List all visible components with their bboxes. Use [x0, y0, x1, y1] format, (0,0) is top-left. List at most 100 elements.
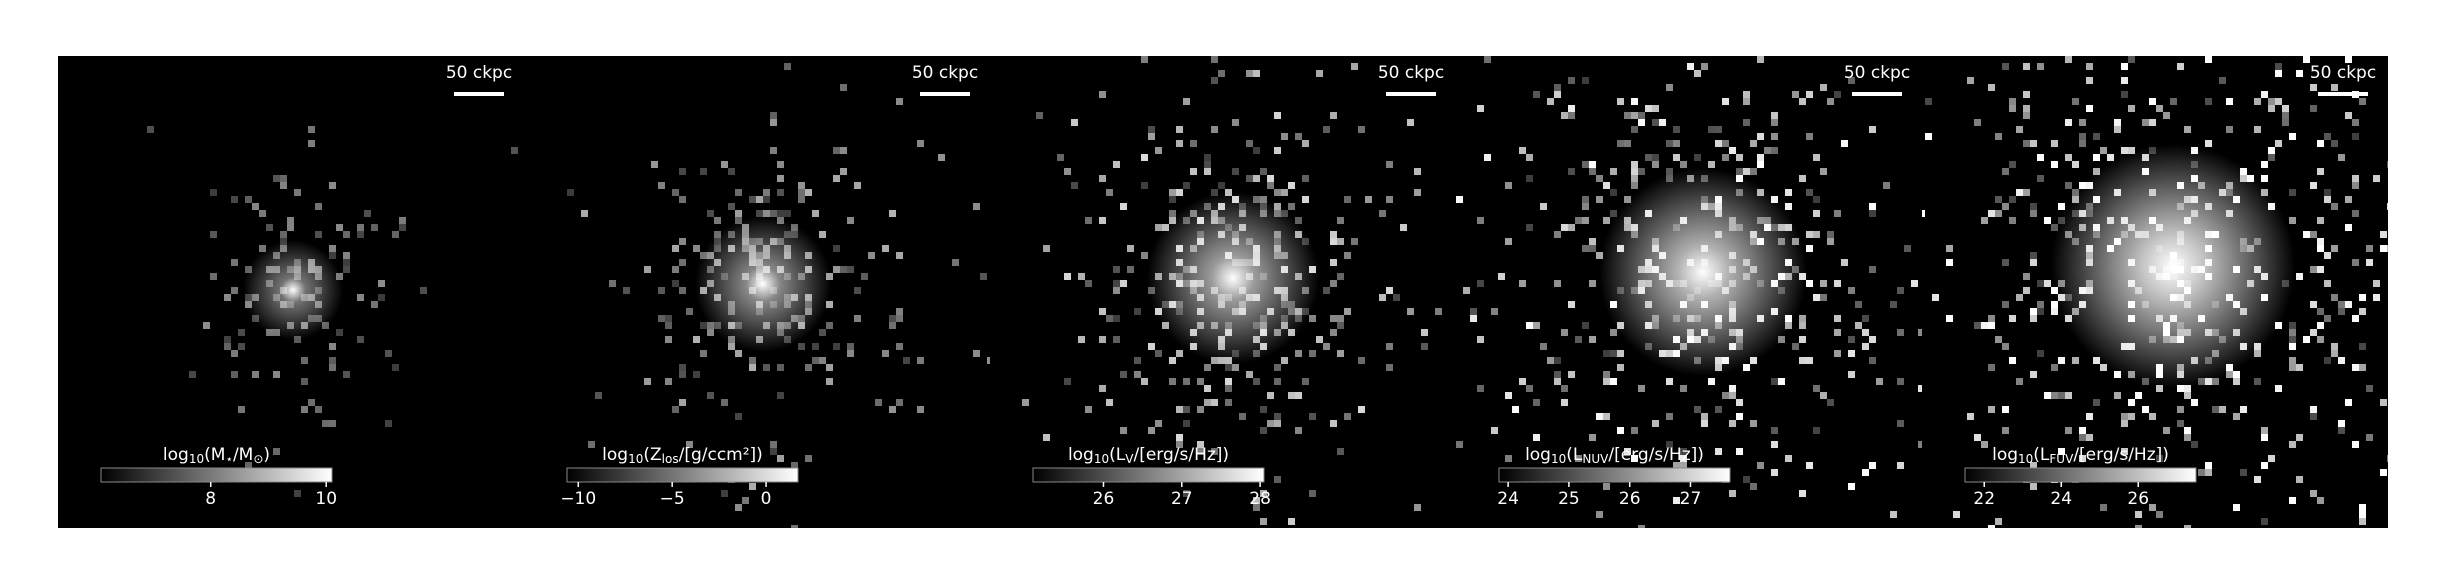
pixel	[231, 259, 238, 266]
pixel	[1526, 154, 1533, 161]
pixel	[1596, 511, 1603, 518]
pixel	[1309, 490, 1316, 497]
pixel	[679, 168, 686, 175]
label-part: (M	[204, 445, 225, 465]
pixel	[189, 371, 196, 378]
pixel	[1673, 497, 1680, 504]
pixel	[1743, 168, 1750, 175]
pixel	[1512, 406, 1519, 413]
pixel	[1260, 406, 1267, 413]
pixel	[2233, 378, 2240, 385]
pixel	[2317, 238, 2324, 245]
pixel	[1246, 140, 1253, 147]
pixel	[1589, 238, 1596, 245]
pixel	[210, 189, 217, 196]
pixel	[1386, 364, 1393, 371]
pixel	[1351, 63, 1358, 70]
pixel	[343, 231, 350, 238]
pixel	[2359, 364, 2366, 371]
pixel	[1603, 182, 1610, 189]
pixel	[1414, 189, 1421, 196]
pixel	[2002, 343, 2009, 350]
label-part: /[erg/s/Hz])	[2073, 445, 2169, 465]
pixel	[2359, 504, 2366, 511]
pixel	[1225, 385, 1232, 392]
label-part: NUV	[1582, 452, 1609, 466]
pixel	[343, 266, 350, 273]
pixel	[896, 252, 903, 259]
pixel	[1190, 168, 1197, 175]
pixel	[1799, 490, 1806, 497]
pixel	[2338, 420, 2345, 427]
pixel	[917, 357, 924, 364]
pixel	[1302, 196, 1309, 203]
pixel	[2198, 35, 2205, 42]
pixel	[1554, 357, 1561, 364]
pixel	[1771, 147, 1778, 154]
pixel	[329, 364, 336, 371]
pixel	[1666, 168, 1673, 175]
pixel	[1554, 91, 1561, 98]
pixel	[2240, 469, 2247, 476]
pixel	[224, 343, 231, 350]
pixel	[763, 189, 770, 196]
pixel	[1687, 63, 1694, 70]
pixel	[2289, 343, 2296, 350]
pixel	[1715, 406, 1722, 413]
pixel	[1561, 329, 1568, 336]
pixel	[287, 217, 294, 224]
pixel	[1582, 203, 1589, 210]
pixel	[1379, 294, 1386, 301]
pixel	[336, 224, 343, 231]
pixel	[1701, 420, 1708, 427]
pixel	[840, 266, 847, 273]
pixel	[2149, 413, 2156, 420]
pixel	[1323, 287, 1330, 294]
pixel	[2233, 504, 2240, 511]
pixel	[2016, 294, 2023, 301]
pixel	[2079, 140, 2086, 147]
pixel	[1827, 399, 1834, 406]
pixel	[2058, 539, 2065, 546]
pixel	[679, 259, 686, 266]
pixel	[2037, 280, 2044, 287]
colorbar	[100, 467, 333, 483]
pixel	[1701, 413, 1708, 420]
colorbar-tick-label: 22	[1973, 489, 1995, 509]
pixel	[1295, 350, 1302, 357]
colorbar-tick-label: 24	[2050, 489, 2072, 509]
pixel	[721, 161, 728, 168]
pixel	[1778, 35, 1785, 42]
pixel	[1183, 182, 1190, 189]
pixel	[1708, 161, 1715, 168]
label-part: V	[1125, 452, 1134, 466]
pixel	[2268, 98, 2275, 105]
pixel	[1589, 434, 1596, 441]
pixel	[2128, 105, 2135, 112]
pixel	[854, 315, 861, 322]
pixel	[1386, 287, 1393, 294]
pixel	[1757, 56, 1764, 63]
pixel	[1176, 406, 1183, 413]
pixel	[1666, 441, 1673, 448]
pixel	[2345, 112, 2352, 119]
pixel	[1358, 406, 1365, 413]
pixel	[343, 259, 350, 266]
pixel	[1281, 357, 1288, 364]
pixel	[147, 126, 154, 133]
pixel	[1281, 133, 1288, 140]
pixel	[1134, 308, 1141, 315]
pixel	[2121, 91, 2128, 98]
pixel	[1533, 91, 1540, 98]
pixel	[1253, 70, 1260, 77]
pixel	[2121, 448, 2128, 455]
pixel	[1211, 77, 1218, 84]
pixel	[1666, 413, 1673, 420]
pixel	[315, 203, 322, 210]
pixel	[2352, 133, 2359, 140]
colorbar-label: log10(LV/[erg/s/Hz])	[1068, 445, 1229, 466]
pixel	[1288, 203, 1295, 210]
pixel	[1792, 343, 1799, 350]
pixel	[770, 448, 777, 455]
pixel	[686, 441, 693, 448]
